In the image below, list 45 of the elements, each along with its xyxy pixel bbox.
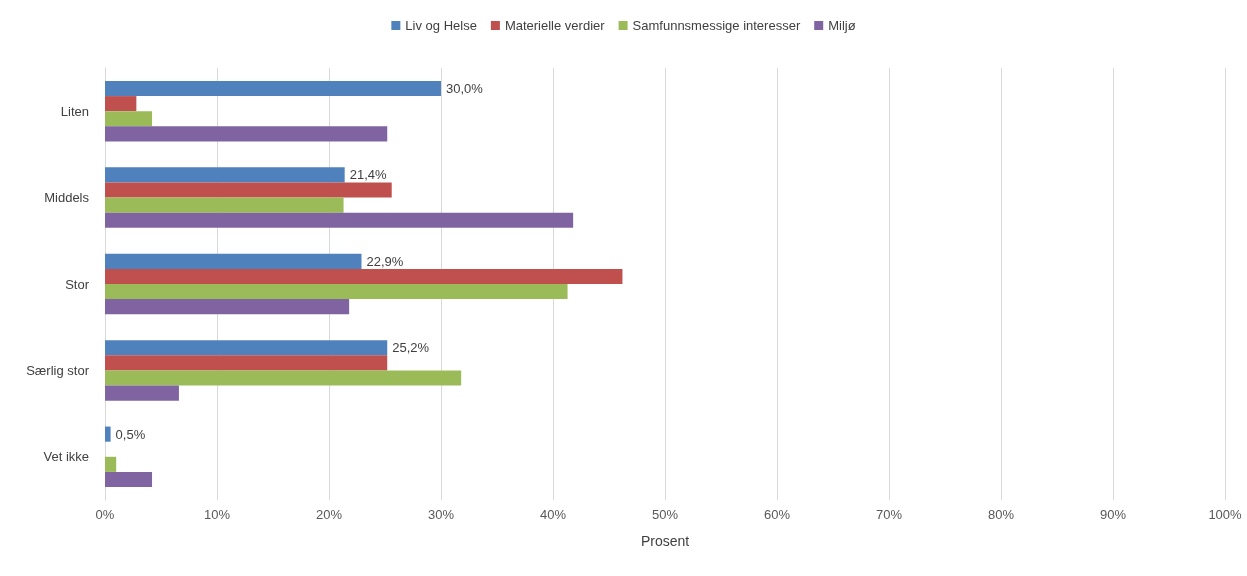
bar <box>105 284 568 300</box>
bar <box>105 126 388 142</box>
bar <box>105 426 111 442</box>
bar <box>105 212 574 228</box>
legend-label: Materielle verdier <box>504 18 606 33</box>
bar <box>105 456 117 472</box>
x-tick-label: 80% <box>987 507 1015 522</box>
bar <box>105 96 137 112</box>
legend-label: Miljø <box>828 18 856 33</box>
x-tick-label: 60% <box>763 507 791 522</box>
bar <box>105 370 462 386</box>
bar <box>105 111 153 127</box>
bar <box>105 471 153 488</box>
x-axis-title: Prosent <box>640 533 690 549</box>
x-tick-label: 40% <box>539 507 567 522</box>
data-label: 30,0% <box>446 81 484 97</box>
bar <box>105 253 362 269</box>
y-tick-label: Liten <box>60 103 89 119</box>
x-tick-label: 0% <box>95 507 115 522</box>
y-tick-label: Stor <box>65 276 90 292</box>
bar <box>105 268 623 284</box>
bar <box>105 167 345 183</box>
bar <box>105 355 388 371</box>
y-tick-label: Særlig stor <box>26 362 90 378</box>
bar <box>105 299 350 315</box>
bar <box>105 385 179 401</box>
y-tick-label: Middels <box>44 190 90 206</box>
x-tick-label: 50% <box>651 507 679 522</box>
bar <box>105 340 388 356</box>
bar <box>105 197 344 213</box>
x-tick-label: 90% <box>1099 507 1127 522</box>
bar <box>105 182 392 198</box>
y-tick-label: Vet ikke <box>43 449 89 465</box>
legend-label: Samfunnsmessige interesser <box>632 18 801 33</box>
legend-label: Liv og Helse <box>405 18 477 33</box>
data-label: 25,2% <box>392 340 430 356</box>
x-tick-label: 100% <box>1208 507 1243 522</box>
data-label: 21,4% <box>349 167 387 183</box>
data-label: 0,5% <box>115 426 146 442</box>
x-tick-label: 70% <box>875 507 903 522</box>
x-tick-label: 10% <box>203 507 231 522</box>
data-label: 22,9% <box>366 253 404 269</box>
x-tick-label: 20% <box>315 507 343 522</box>
x-tick-label: 30% <box>427 507 455 522</box>
bar <box>105 80 441 97</box>
